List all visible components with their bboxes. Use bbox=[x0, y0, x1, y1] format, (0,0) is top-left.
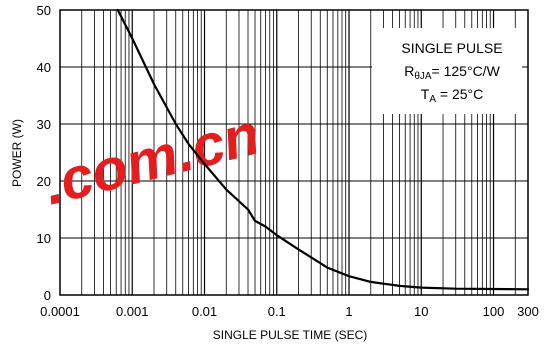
annotation-background bbox=[372, 28, 522, 114]
annotation-line2-rest: = 125°C/W bbox=[432, 63, 501, 79]
x-tick-label: 300 bbox=[517, 304, 539, 319]
annotation-line1: SINGLE PULSE bbox=[401, 40, 502, 56]
x-tick-label: 0.0001 bbox=[40, 304, 80, 319]
y-tick-label: 20 bbox=[37, 174, 51, 189]
x-axis-title: SINGLE PULSE TIME (SEC) bbox=[213, 328, 367, 342]
x-tick-label: 10 bbox=[414, 304, 428, 319]
x-tick-labels: 0.0001 0.001 0.01 0.1 1 10 100 300 bbox=[40, 304, 539, 319]
minor-gridlines bbox=[81, 10, 516, 295]
plot-frame bbox=[59, 9, 529, 296]
y-tick-label: 10 bbox=[37, 231, 51, 246]
series-layer bbox=[116, 8, 530, 291]
annotation-line3-sub: A bbox=[429, 94, 436, 105]
series-line bbox=[116, 8, 530, 291]
annotation-line3-main: T bbox=[421, 86, 430, 102]
annotation-line3: TA = 25°C bbox=[421, 86, 483, 105]
x-tick-label: 1 bbox=[345, 304, 352, 319]
y-tick-label: 40 bbox=[37, 60, 51, 75]
y-axis-title: POWER (W) bbox=[10, 119, 24, 187]
y-tick-label: 30 bbox=[37, 117, 51, 132]
x-tick-label: 0.1 bbox=[268, 304, 286, 319]
y-tick-label: 0 bbox=[44, 288, 51, 303]
y-tick-labels: 0 10 20 30 40 50 bbox=[37, 3, 51, 303]
x-tick-label: 100 bbox=[483, 304, 505, 319]
y-tick-label: 50 bbox=[37, 3, 51, 18]
annotation-box: SINGLE PULSE RθJA= 125°C/W TA = 25°C bbox=[372, 28, 522, 114]
x-tick-label: 0.01 bbox=[192, 304, 217, 319]
annotation-line2-sub: θJA bbox=[414, 71, 432, 82]
annotation-line2-main: R bbox=[404, 63, 414, 79]
annotation-line2: RθJA= 125°C/W bbox=[404, 63, 500, 82]
x-tick-label: 0.001 bbox=[116, 304, 149, 319]
annotation-line3-rest: = 25°C bbox=[436, 86, 483, 102]
